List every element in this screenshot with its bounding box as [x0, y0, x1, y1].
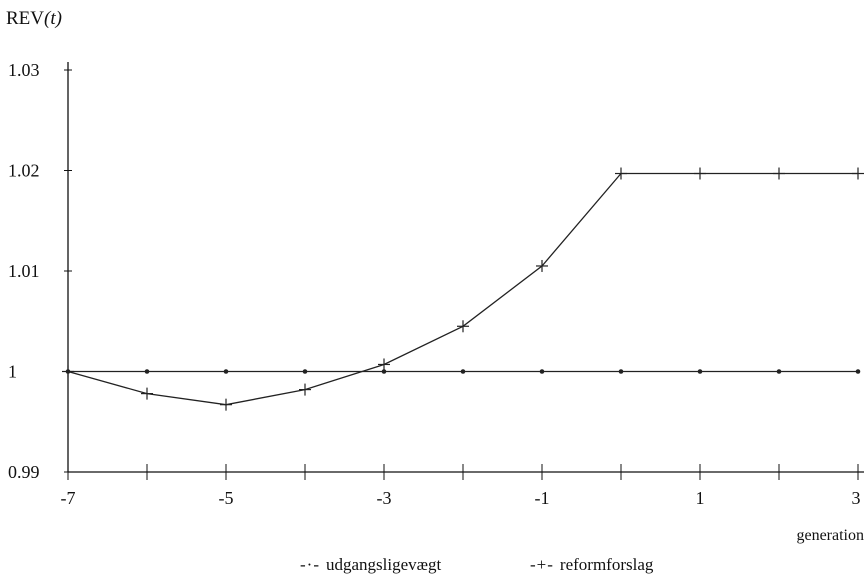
data-point — [457, 320, 469, 333]
legend-label: reformforslag — [559, 555, 654, 574]
data-point — [381, 369, 387, 374]
x-ticks: -7 -5 -3 -1 1 3 — [61, 464, 861, 508]
x-tick-label: -3 — [377, 488, 392, 508]
data-point — [302, 369, 308, 374]
data-point — [144, 369, 150, 374]
x-tick-label: 1 — [696, 488, 705, 508]
y-axis-title-main: REV — [6, 8, 44, 29]
x-axis-label: generation — [796, 527, 864, 544]
data-point — [773, 167, 785, 180]
data-point — [855, 369, 861, 374]
legend-symbol: -·- — [300, 555, 320, 574]
y-axis-title: REV(t) — [6, 8, 62, 30]
data-point — [460, 369, 466, 374]
data-point — [776, 369, 782, 374]
data-point — [618, 369, 624, 374]
legend-symbol: -+- — [530, 555, 554, 574]
x-tick-label: 3 — [852, 488, 861, 508]
data-point — [378, 358, 390, 371]
series-group — [62, 167, 864, 411]
data-point — [62, 365, 74, 378]
x-tick-label: -1 — [535, 488, 550, 508]
y-tick-label: 1.01 — [8, 261, 40, 281]
y-tick-label: 1 — [8, 362, 17, 382]
data-point — [299, 383, 311, 396]
data-point — [852, 167, 864, 180]
y-tick-label: 1.03 — [8, 60, 40, 80]
data-point — [615, 167, 627, 180]
legend-item-reformforslag: -+- reformforslag — [530, 555, 653, 575]
data-point — [694, 167, 706, 180]
y-tick-label: 0.99 — [8, 462, 40, 482]
x-tick-label: -7 — [61, 488, 76, 508]
legend-label: udgangsligevægt — [325, 555, 442, 574]
legend: -·- udgangsligevægt -+- reformforslag — [0, 555, 866, 579]
data-point — [141, 387, 153, 400]
data-point — [536, 259, 548, 272]
data-point — [220, 398, 232, 411]
y-ticks: 1.03 1.02 1.01 1 0.99 — [8, 60, 72, 482]
data-point — [697, 369, 703, 374]
axes — [67, 62, 864, 473]
legend-item-udgangsligevaegt: -·- udgangsligevægt — [300, 555, 441, 575]
y-axis-title-var: (t) — [44, 8, 62, 29]
x-tick-label: -5 — [219, 488, 234, 508]
data-point — [223, 369, 229, 374]
data-point — [539, 369, 545, 374]
y-tick-label: 1.02 — [8, 161, 40, 181]
